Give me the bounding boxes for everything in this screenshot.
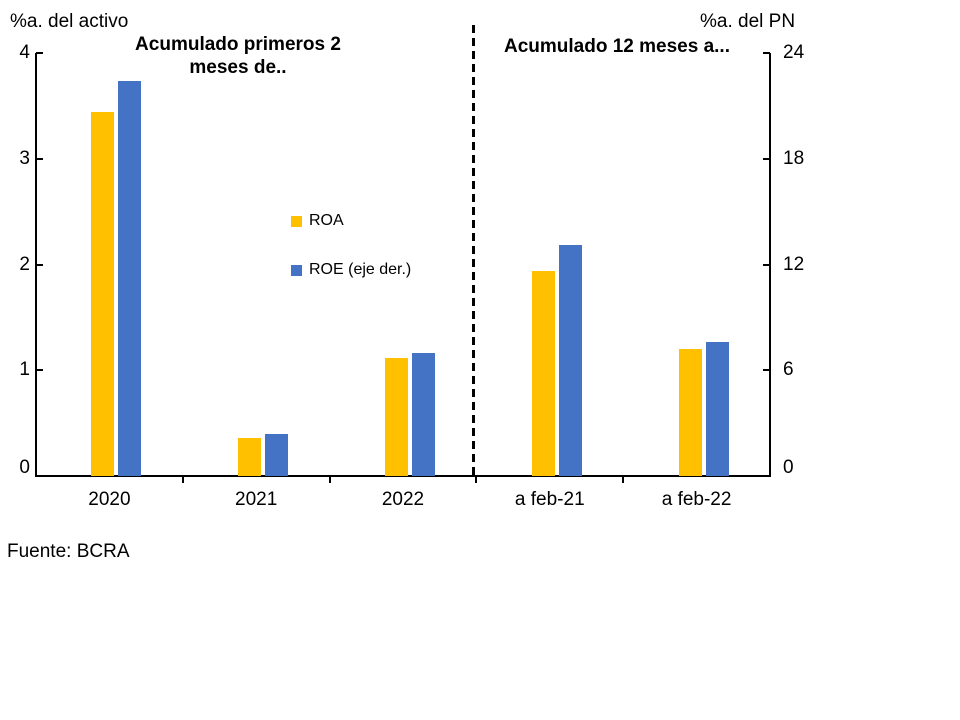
x-axis-tick [475, 476, 478, 483]
bar-roa-2022 [385, 357, 408, 476]
right-axis-tick-label: 6 [783, 359, 794, 381]
bar-roa-2021 [238, 437, 262, 476]
roa-legend-swatch-icon [291, 215, 302, 227]
left-axis-tick [36, 157, 43, 160]
right-axis-tick-label: 0 [783, 457, 794, 478]
x-axis-tick [181, 476, 184, 483]
bar-roe-a-feb-22 [705, 342, 729, 476]
bar-roa-2020 [91, 112, 115, 476]
right-axis-tick-label: 12 [783, 253, 805, 275]
left-axis-tick-label: 0 [19, 457, 30, 478]
bar-roe-2021 [265, 433, 289, 476]
left-axis-tick [36, 369, 43, 372]
right-axis-tick [763, 52, 770, 54]
category-label-a-feb-22: a feb-22 [661, 489, 732, 510]
left-axis-tick-label: 3 [19, 147, 30, 169]
bar-roa-a-feb-22 [678, 349, 702, 476]
x-axis-tick [328, 476, 331, 483]
source-note: Fuente: BCRA [7, 541, 130, 562]
plot-area: 0 1 2 3 4 0 6 12 18 24 2020 2021 2022 a feb-21 a feb-2… [19, 25, 805, 510]
roa-legend-label: ROA [309, 212, 344, 229]
category-label-2022: 2022 [381, 489, 425, 510]
left-axis-tick-label: 2 [19, 253, 30, 275]
category-label-2020: 2020 [88, 489, 131, 510]
left-axis-caption: %a. del activo [10, 11, 129, 32]
legend-item-roe: ROE (eje der.) [291, 261, 411, 279]
x-axis-tick [622, 476, 625, 483]
left-axis-tick [36, 52, 43, 54]
right-axis-tick [763, 369, 770, 372]
right-panel-title: Acumulado 12 meses a... [504, 36, 730, 57]
separator-dashed-line [472, 25, 476, 476]
legend: ROA ROE (eje der.) [291, 212, 411, 310]
x-axis-line [35, 475, 771, 477]
category-label-a-feb-21: a feb-21 [514, 489, 585, 510]
roe-legend-swatch-icon [291, 264, 302, 276]
right-axis-tick [763, 263, 770, 266]
bar-roe-2022 [412, 352, 435, 476]
right-axis-tick-label: 24 [783, 42, 805, 63]
legend-item-roa: ROA [291, 212, 411, 230]
right-axis-tick-label: 18 [783, 147, 805, 169]
category-label-2021: 2021 [235, 489, 278, 510]
roe-legend-label: ROE (eje der.) [309, 261, 412, 278]
right-axis-line [769, 53, 771, 476]
left-panel-title: Acumulado primeros 2 meses de.. [135, 34, 341, 78]
right-axis-caption: %a. del PN [700, 11, 796, 32]
left-axis-tick [36, 263, 43, 266]
left-axis-tick-label: 4 [19, 42, 30, 63]
bar-roa-a-feb-21 [531, 270, 555, 476]
right-axis-tick [763, 157, 770, 160]
bar-roe-a-feb-21 [558, 245, 582, 476]
bar-roe-2020 [118, 81, 142, 476]
left-axis-tick-label: 1 [19, 359, 30, 381]
